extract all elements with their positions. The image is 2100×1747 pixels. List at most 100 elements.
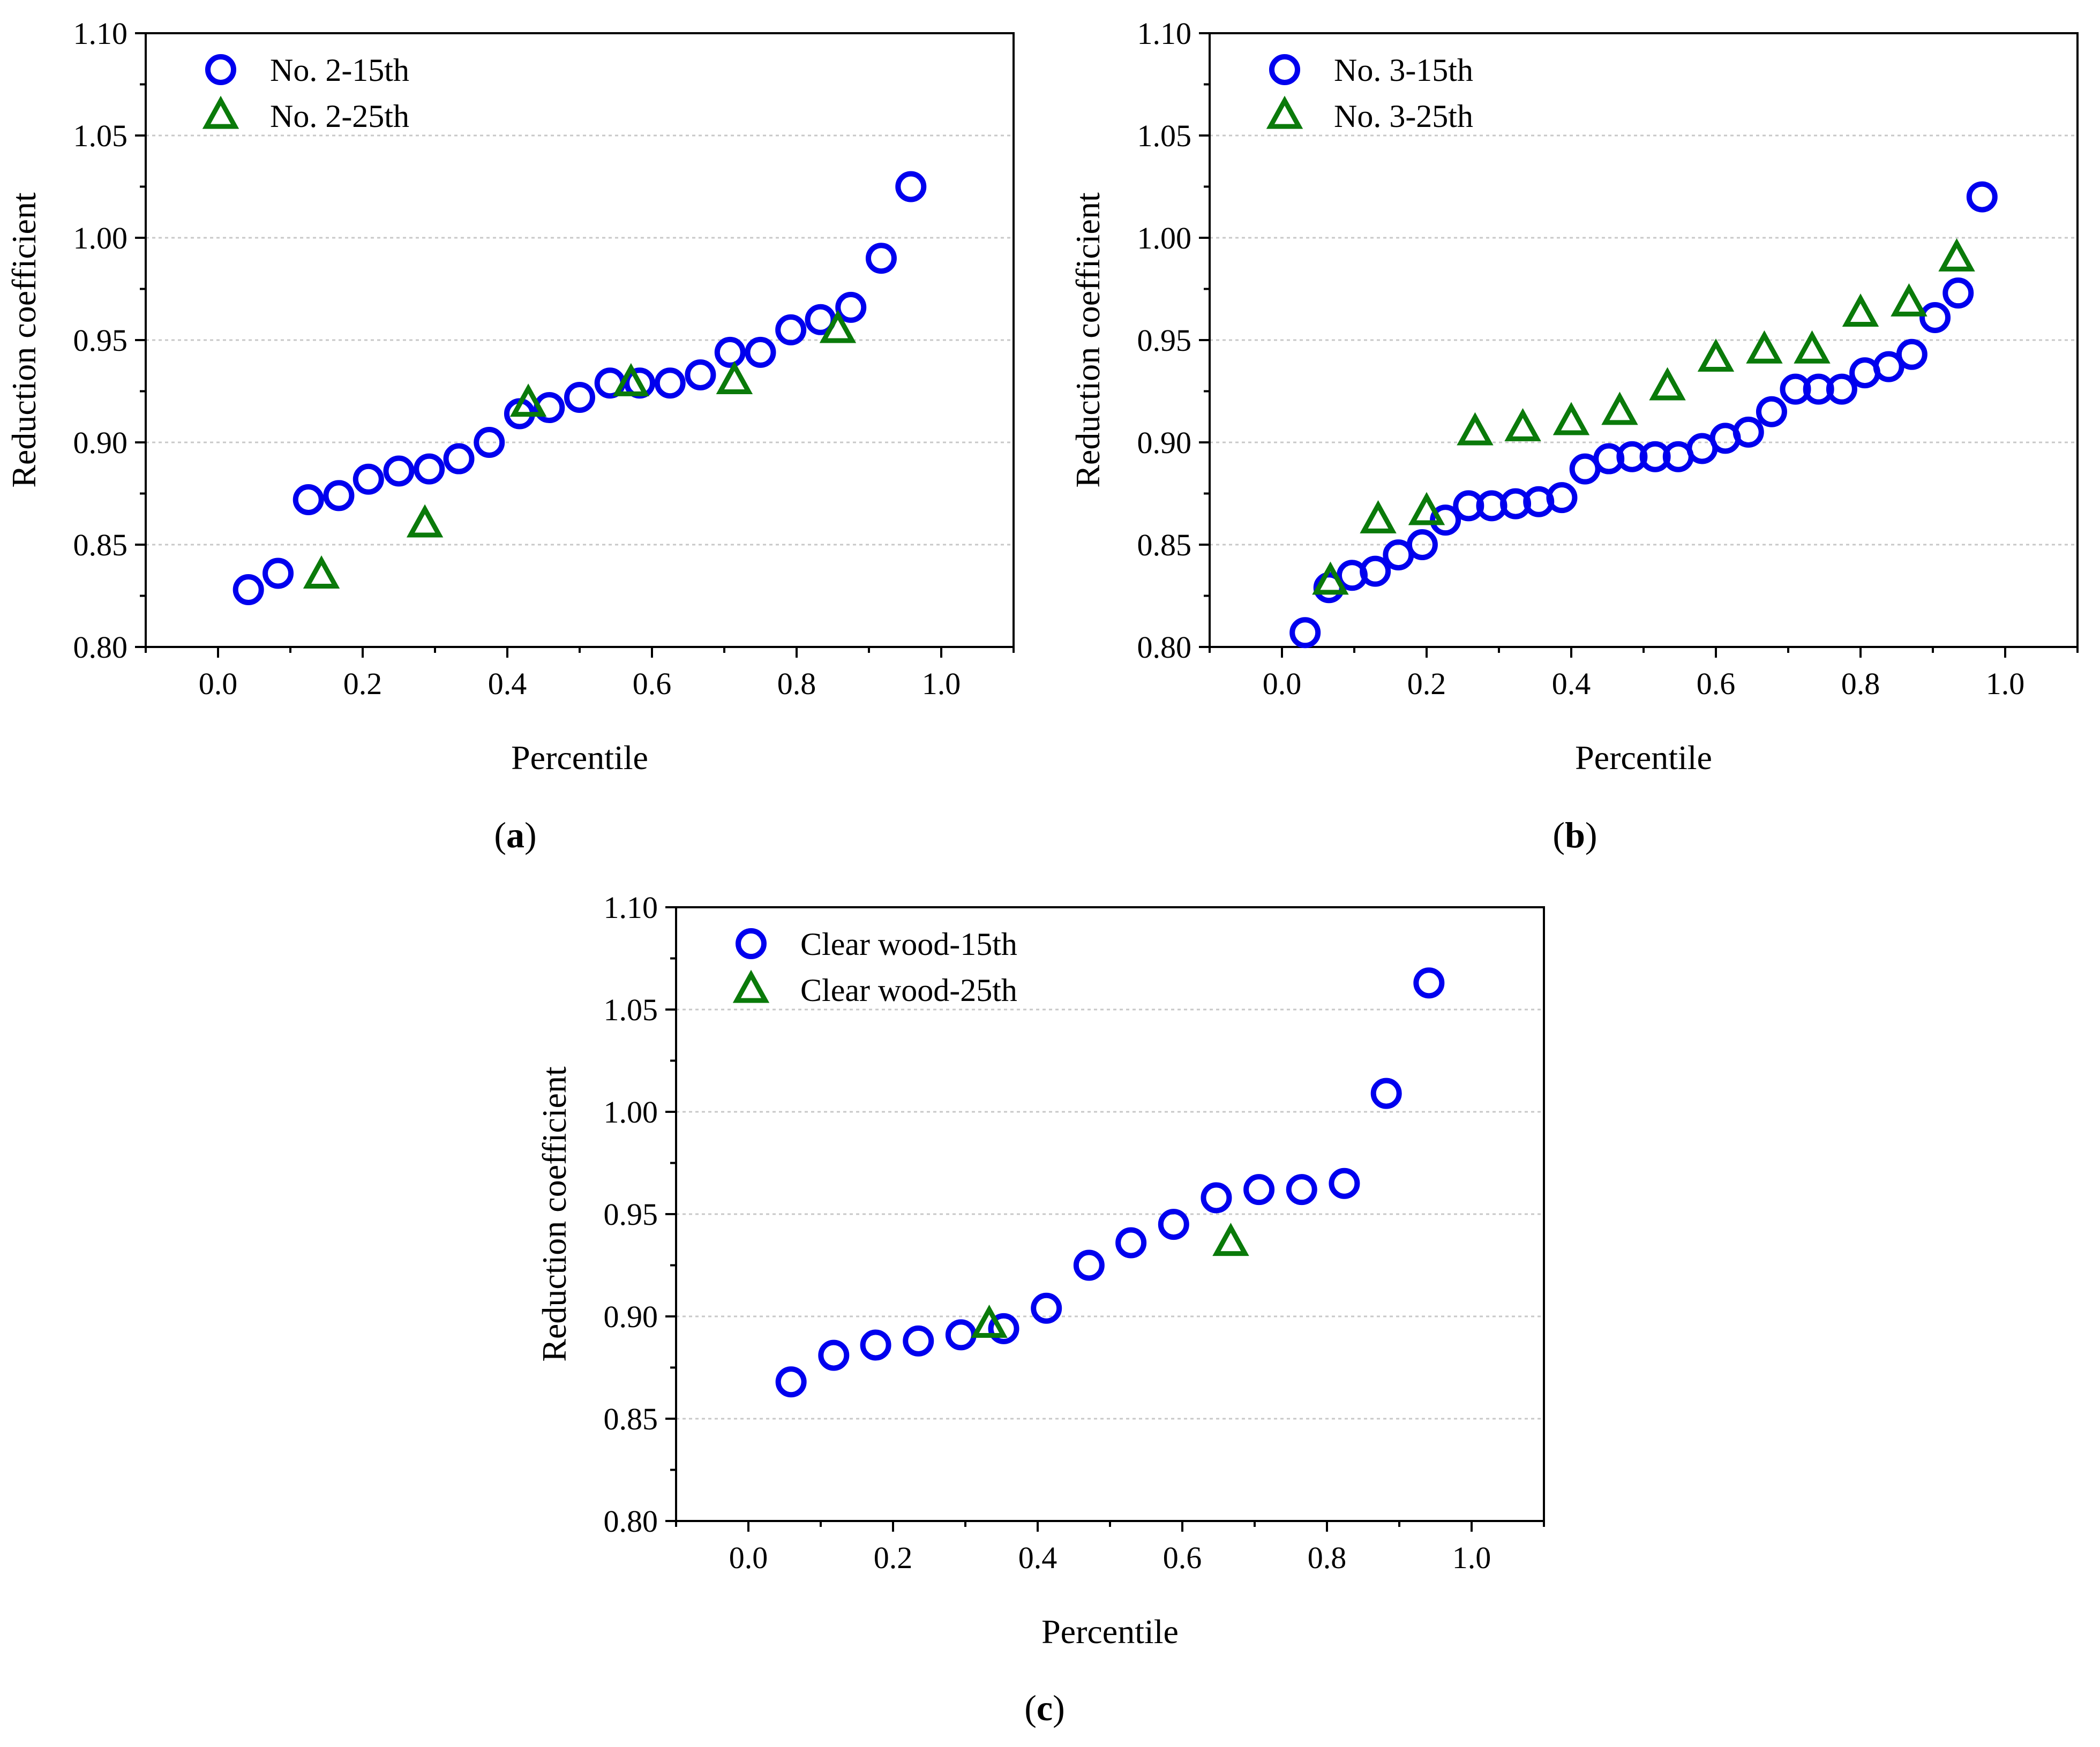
panel-a-caption: (a) (494, 815, 536, 855)
data-point-circle (414, 453, 445, 485)
data-point-circle (1919, 302, 1951, 333)
x-tick-label: 0.0 (729, 1540, 768, 1575)
data-point-circle (443, 443, 475, 475)
data-point-triangle (1504, 408, 1541, 441)
data-point-triangle (819, 310, 857, 343)
data-point-circle (685, 359, 716, 390)
panel-b-legend-label-15th: No. 3-15th (1334, 52, 1473, 88)
panel-c-y-axis-title: Reduction coefficient (535, 1066, 573, 1362)
data-point-circle (903, 1325, 934, 1357)
data-point-triangle (1601, 391, 1638, 425)
y-tick-label: 0.85 (73, 528, 128, 562)
data-point-triangle (1938, 238, 1975, 272)
data-point-triangle (1552, 402, 1590, 435)
panel-c-legend-marker-circle (736, 928, 767, 959)
panel-c-legend-label-15th: Clear wood-15th (800, 927, 1017, 962)
data-point-circle (654, 367, 686, 399)
data-point-circle (1360, 555, 1391, 587)
panel-c-caption: (c) (1024, 1688, 1065, 1728)
data-point-circle (1756, 396, 1787, 427)
x-tick-label: 1.0 (1452, 1540, 1491, 1575)
x-tick-label: 1.0 (922, 666, 961, 701)
data-point-triangle (1649, 367, 1686, 401)
panel-a-legend-label-25th: No. 2-25th (270, 99, 409, 134)
data-point-circle (775, 1366, 807, 1398)
data-point-circle (860, 1329, 891, 1361)
panel-b-x-axis-title: Percentile (1575, 739, 1712, 777)
data-point-circle (1406, 529, 1438, 560)
data-point-circle (1546, 482, 1578, 514)
data-point-circle (1966, 181, 1998, 213)
data-point-triangle (1408, 492, 1445, 525)
x-tick-label: 0.2 (874, 1540, 913, 1575)
data-point-circle (865, 243, 897, 274)
x-tick-label: 0.6 (1697, 666, 1736, 701)
panel-b-legend: No. 3-15th No. 3-25th (1266, 52, 1473, 134)
panel-b-legend-label-25th: No. 3-25th (1334, 99, 1473, 134)
panel-a-legend: No. 2-15th No. 2-25th (202, 52, 409, 134)
panel-a-legend-label-15th: No. 2-15th (270, 52, 409, 88)
data-point-circle (1732, 416, 1764, 448)
data-point-triangle (1746, 330, 1783, 364)
data-point-circle (1370, 1078, 1402, 1109)
panel-b-grid (1210, 134, 2078, 546)
y-tick-label: 1.10 (73, 16, 128, 51)
data-point-triangle (1794, 330, 1831, 364)
data-point-triangle (406, 504, 444, 538)
data-point-triangle (509, 383, 547, 417)
y-tick-label: 1.05 (1137, 118, 1192, 153)
data-point-triangle (1212, 1223, 1249, 1256)
data-point-circle (714, 336, 746, 368)
data-point-circle (1243, 1174, 1275, 1206)
panel-b-ticks: 0.80 0.85 0.90 0.95 1.00 1.05 1.10 0.0 0.2 0.4 0.6… (1137, 16, 2079, 701)
data-point-triangle (1312, 561, 1349, 595)
data-point-circle (262, 558, 294, 589)
data-point-triangle (612, 363, 650, 396)
panel-c-marks (775, 967, 1445, 1398)
data-point-circle (564, 381, 595, 413)
panel-b-caption: (b) (1552, 815, 1597, 855)
panel-c: 0.80 0.85 0.90 0.95 1.00 1.05 1.10 0.0 0.2 0.4 0.6… (535, 890, 1545, 1728)
x-tick-label: 0.2 (343, 666, 382, 701)
data-point-triangle (303, 555, 340, 589)
panel-c-legend-marker-triangle (732, 969, 770, 1003)
panel-c-legend: Clear wood-15th Clear wood-25th (732, 927, 1017, 1008)
data-point-circle (292, 484, 324, 515)
legend-marker (732, 969, 770, 1003)
data-point-circle (835, 291, 867, 323)
data-point-triangle (1457, 412, 1494, 446)
legend-marker (736, 928, 767, 959)
y-tick-label: 0.95 (73, 323, 128, 358)
x-tick-label: 0.8 (1308, 1540, 1347, 1575)
panel-a-x-axis-title: Percentile (511, 739, 648, 777)
y-tick-label: 0.90 (1137, 425, 1192, 460)
data-point-circle (945, 1319, 977, 1351)
data-point-circle (1430, 504, 1461, 536)
data-point-circle (1073, 1249, 1105, 1281)
panel-a-marks (232, 171, 927, 606)
y-tick-label: 1.00 (1137, 221, 1192, 255)
data-point-circle (775, 314, 807, 345)
y-tick-label: 0.95 (604, 1197, 658, 1232)
legend-marker (205, 54, 236, 85)
data-point-circle (1942, 277, 1974, 309)
panel-c-ticks: 0.80 0.85 0.90 0.95 1.00 1.05 1.10 0.0 0.2 0.4 0.6… (604, 890, 1545, 1575)
data-point-circle (1413, 967, 1445, 999)
data-point-circle (232, 574, 264, 606)
x-tick-label: 0.4 (1552, 666, 1591, 701)
data-point-circle (988, 1313, 1019, 1344)
data-point-circle (1329, 1168, 1360, 1199)
data-point-circle (1031, 1292, 1062, 1324)
data-point-circle (1826, 373, 1857, 405)
data-point-circle (1158, 1209, 1189, 1240)
y-tick-label: 1.05 (604, 992, 658, 1027)
y-tick-label: 1.05 (73, 118, 128, 153)
y-tick-label: 0.95 (1137, 323, 1192, 358)
data-point-circle (1289, 617, 1321, 649)
x-tick-label: 0.4 (488, 666, 527, 701)
x-tick-label: 0.8 (777, 666, 816, 701)
data-point-circle (895, 171, 927, 202)
data-point-triangle (1842, 293, 1879, 327)
panel-b-marks (1289, 181, 1998, 649)
